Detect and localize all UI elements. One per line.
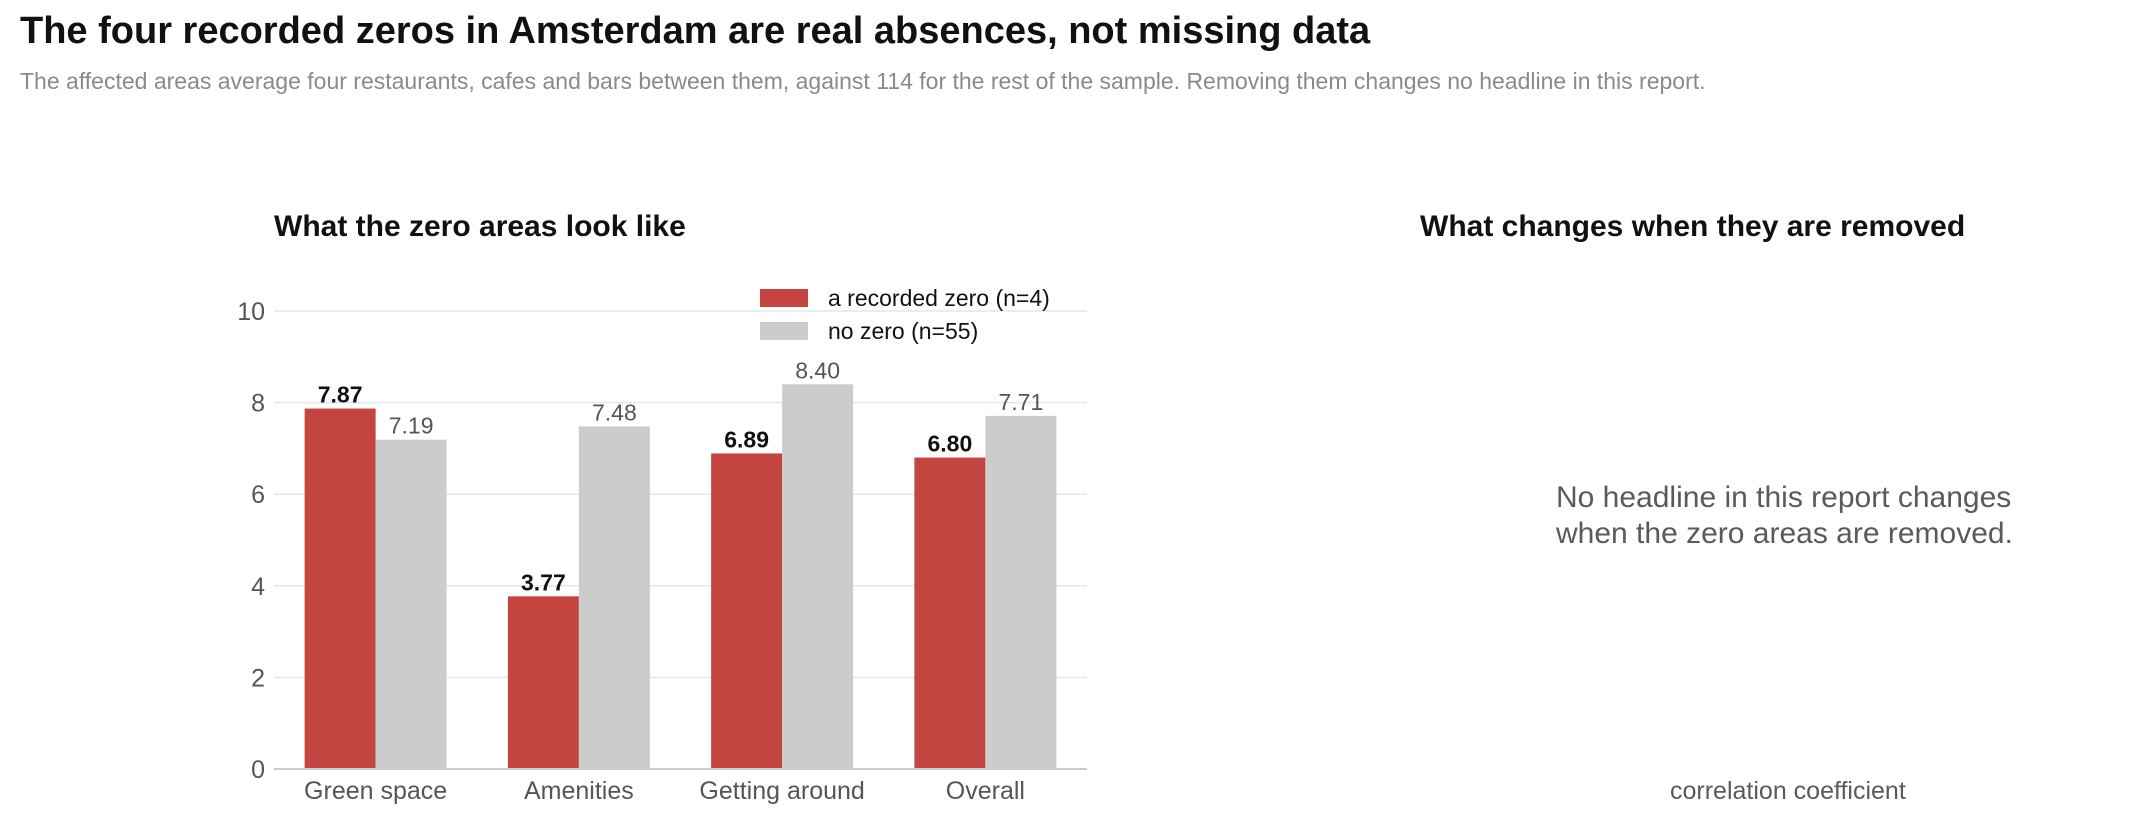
- y-tick-label: 6: [251, 481, 265, 509]
- x-tick-label: Green space: [304, 777, 447, 805]
- legend-label: no zero (n=55): [828, 318, 978, 344]
- legend-swatch-no-zero: [760, 322, 808, 340]
- no-change-message: No headline in this report changes when …: [1556, 480, 2013, 552]
- page-subtitle: The affected areas average four restaura…: [20, 68, 1706, 94]
- bar-recorded-zero: [304, 408, 376, 769]
- bar-no-zero: [782, 384, 854, 769]
- bar-value-label: 8.40: [795, 357, 840, 383]
- y-tick-label: 8: [251, 390, 265, 418]
- y-tick-label: 0: [251, 756, 265, 784]
- no-change-message-line-2: when the zero areas are removed.: [1556, 517, 2013, 550]
- bar-no-zero: [578, 426, 650, 769]
- bar-recorded-zero: [507, 596, 579, 769]
- bar-value-label: 7.19: [389, 413, 434, 439]
- y-tick-label: 10: [237, 298, 265, 326]
- legend: a recorded zero (n=4) no zero (n=55): [760, 285, 1050, 344]
- bar-recorded-zero: [711, 453, 783, 769]
- x-tick-label: Getting around: [699, 777, 864, 805]
- legend-swatch-recorded-zero: [760, 289, 808, 307]
- y-tick-label: 4: [251, 573, 265, 601]
- page-title: The four recorded zeros in Amsterdam are…: [20, 10, 1371, 52]
- bar-recorded-zero: [914, 457, 986, 769]
- bar-value-label: 7.48: [592, 399, 637, 425]
- y-tick-label: 2: [251, 664, 265, 692]
- x-tick-label: Amenities: [524, 777, 634, 805]
- bar-chart: 7.87 7.19 3.77 7.48 6.89 8.40 6.80 7.71 0 2 4 6 8 10…: [237, 285, 1087, 805]
- bar-value-label: 3.77: [521, 569, 566, 595]
- x-axis-label: correlation coefficient: [1670, 777, 1906, 805]
- bar-value-label: 6.80: [927, 431, 972, 457]
- data-labels: 7.87 7.19 3.77 7.48 6.89 8.40 6.80 7.71: [318, 357, 1044, 595]
- legend-label: a recorded zero (n=4): [828, 285, 1050, 311]
- bar-no-zero: [985, 415, 1057, 769]
- bar-no-zero: [375, 439, 447, 769]
- bar-value-label: 7.71: [998, 389, 1043, 415]
- axis-ticks: 0 2 4 6 8 10 Green space Amenities Getting aroun…: [237, 298, 1087, 805]
- left-chart-title: What the zero areas look like: [274, 210, 686, 243]
- bars: [304, 384, 1057, 769]
- bar-value-label: 6.89: [724, 426, 769, 452]
- x-tick-label: Overall: [946, 777, 1025, 805]
- right-chart-title: What changes when they are removed: [1420, 210, 1966, 243]
- bar-value-label: 7.87: [318, 382, 363, 408]
- no-change-message-line-1: No headline in this report changes: [1556, 481, 2012, 514]
